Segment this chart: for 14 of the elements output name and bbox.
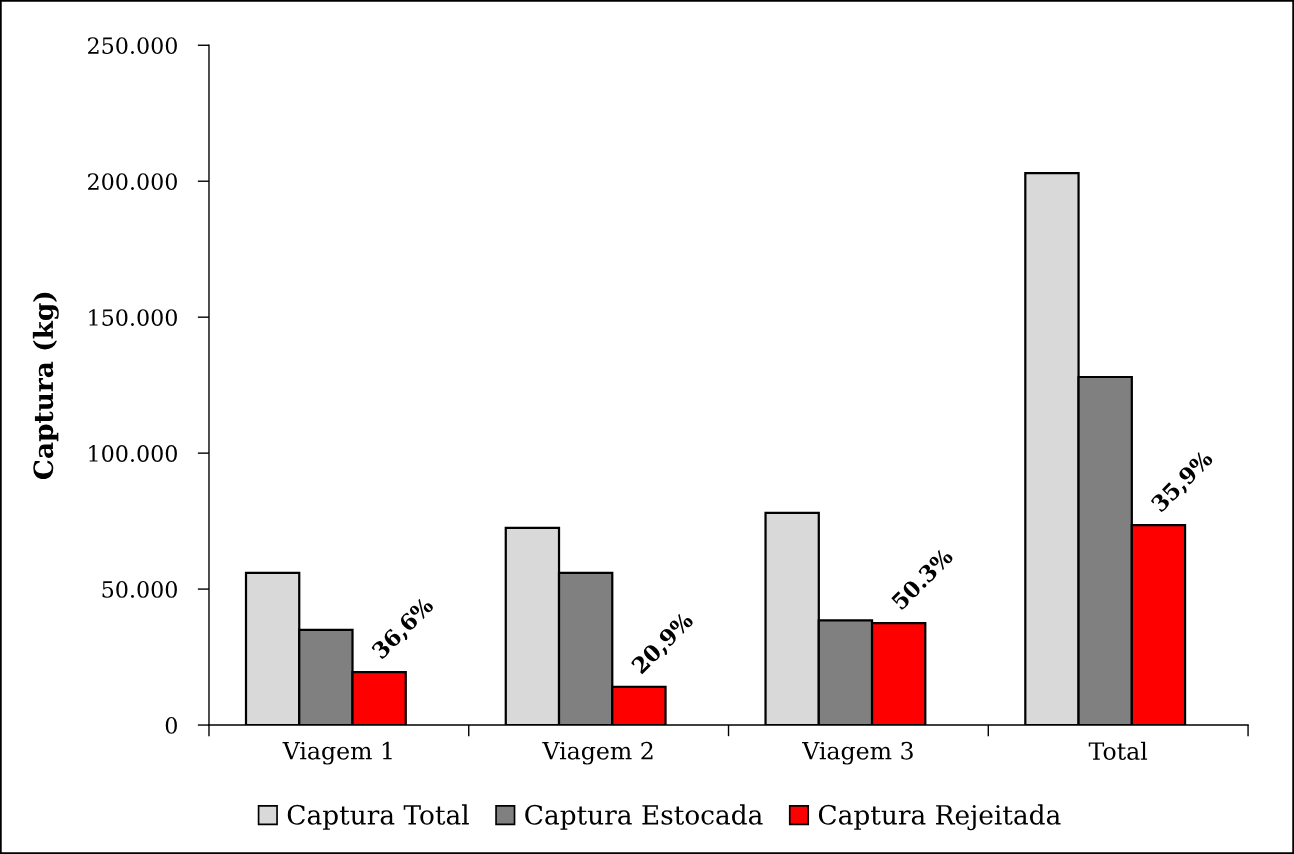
y-tick-label: 0 [165,717,177,734]
y-tick-label: 150.000 [89,309,177,326]
x-tick-label: Viagem 3 [802,741,913,765]
y-tick-label: 200.000 [88,173,177,190]
legend-label: Captura Estocada [525,804,763,830]
y-tick-label: 50.000 [102,581,177,598]
y-tick-label: 100.000 [89,445,177,462]
y-axis-title: Captura (kg) [32,292,59,479]
x-tick-label: Viagem 1 [282,741,392,765]
y-tick-label: 250.000 [88,37,177,55]
legend-label: Captura Rejeitada [818,804,1061,831]
x-tick-label: Viagem 2 [542,741,653,765]
legend-label: Captura Total [287,804,469,830]
x-tick-label: Total [1088,741,1148,760]
